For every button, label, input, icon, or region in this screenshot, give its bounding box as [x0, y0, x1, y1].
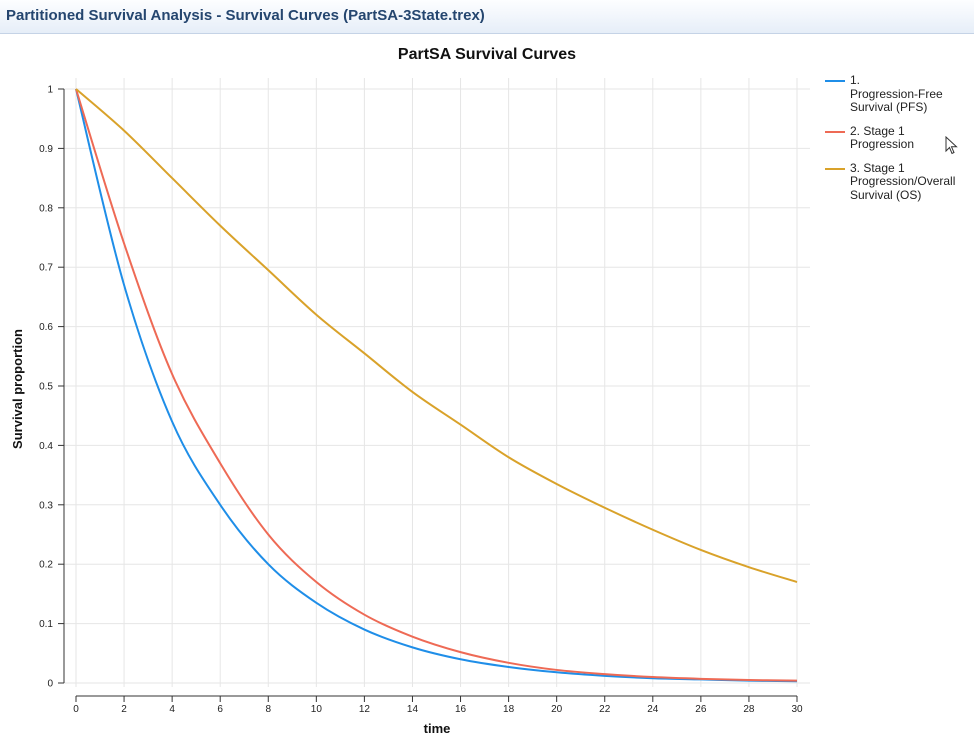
y-tick-label: 0.2 — [39, 560, 53, 571]
legend-item-1[interactable]: 1. Progression-Free Survival (PFS) — [822, 73, 972, 115]
legend-label-line: Progression — [850, 137, 915, 151]
x-tick-label: 10 — [311, 704, 323, 715]
x-tick-label: 14 — [407, 704, 419, 715]
mouse-cursor-icon — [945, 136, 958, 155]
legend-label-line: 3. Stage 1 — [850, 160, 905, 175]
series-layer — [75, 88, 798, 683]
x-tick-label: 6 — [217, 704, 223, 715]
y-tick-label: 0.6 — [39, 322, 53, 333]
axes-layer: 00.10.20.30.40.50.60.70.80.910 2 4 6 8 10 12 14… — [39, 85, 803, 716]
legend-label-line: Progression/Overall — [850, 174, 956, 188]
legend-item-3[interactable]: 3. Stage 1 Progression/Overall Survival (O… — [822, 160, 972, 203]
y-tick-label: 1 — [47, 85, 53, 96]
series-line-2 — [75, 88, 798, 682]
x-tick-label: 0 — [73, 704, 79, 715]
legend-label-line: Progression-Free — [850, 86, 943, 101]
y-tick-label: 0.4 — [39, 441, 53, 452]
y-tick-label: 0.8 — [39, 203, 53, 214]
y-tick-label: 0.5 — [39, 382, 53, 393]
legend-label-line: 1. — [850, 73, 861, 87]
chart-title: PartSA Survival Curves — [397, 46, 577, 63]
x-tick-label: 30 — [791, 704, 803, 715]
legend-label-line: Survival (OS) — [850, 187, 922, 202]
chart-legend: 1. Progression-Free Survival (PFS) 2. Stage… — [822, 73, 972, 212]
y-tick-label: 0.3 — [39, 500, 53, 511]
legend-swatch — [825, 167, 845, 170]
y-tick-label: 0.7 — [39, 263, 53, 274]
y-tick-label: 0.1 — [39, 619, 53, 630]
x-tick-label: 12 — [359, 704, 371, 715]
x-tick-label: 20 — [551, 704, 563, 715]
legend-label-line: 2. Stage 1 — [850, 123, 905, 138]
x-tick-label: 22 — [599, 704, 611, 715]
y-tick-label: 0.9 — [39, 144, 53, 155]
x-tick-label: 26 — [695, 704, 707, 715]
x-tick-label: 18 — [503, 704, 515, 715]
legend-item-2[interactable]: 2. Stage 1 Progression — [822, 123, 972, 152]
x-tick-label: 2 — [121, 704, 127, 715]
x-tick-label: 28 — [743, 704, 755, 715]
x-axis-title: time — [424, 721, 451, 736]
x-tick-label: 4 — [169, 704, 175, 715]
window-title-bar: Partitioned Survival Analysis - Survival… — [0, 0, 974, 34]
x-tick-label: 24 — [647, 704, 659, 715]
window-title: Partitioned Survival Analysis - Survival… — [6, 7, 485, 24]
legend-swatch — [825, 130, 845, 133]
series-line-3 — [75, 88, 798, 583]
x-tick-label: 16 — [455, 704, 467, 715]
legend-swatch — [825, 80, 845, 82]
y-axis-title: Survival proportion — [10, 329, 25, 449]
y-tick-label: 0 — [47, 679, 53, 690]
series-line-1 — [75, 88, 798, 683]
x-tick-label: 8 — [265, 704, 271, 715]
legend-label-line: Survival (PFS) — [850, 100, 928, 114]
grid-layer — [64, 78, 810, 687]
